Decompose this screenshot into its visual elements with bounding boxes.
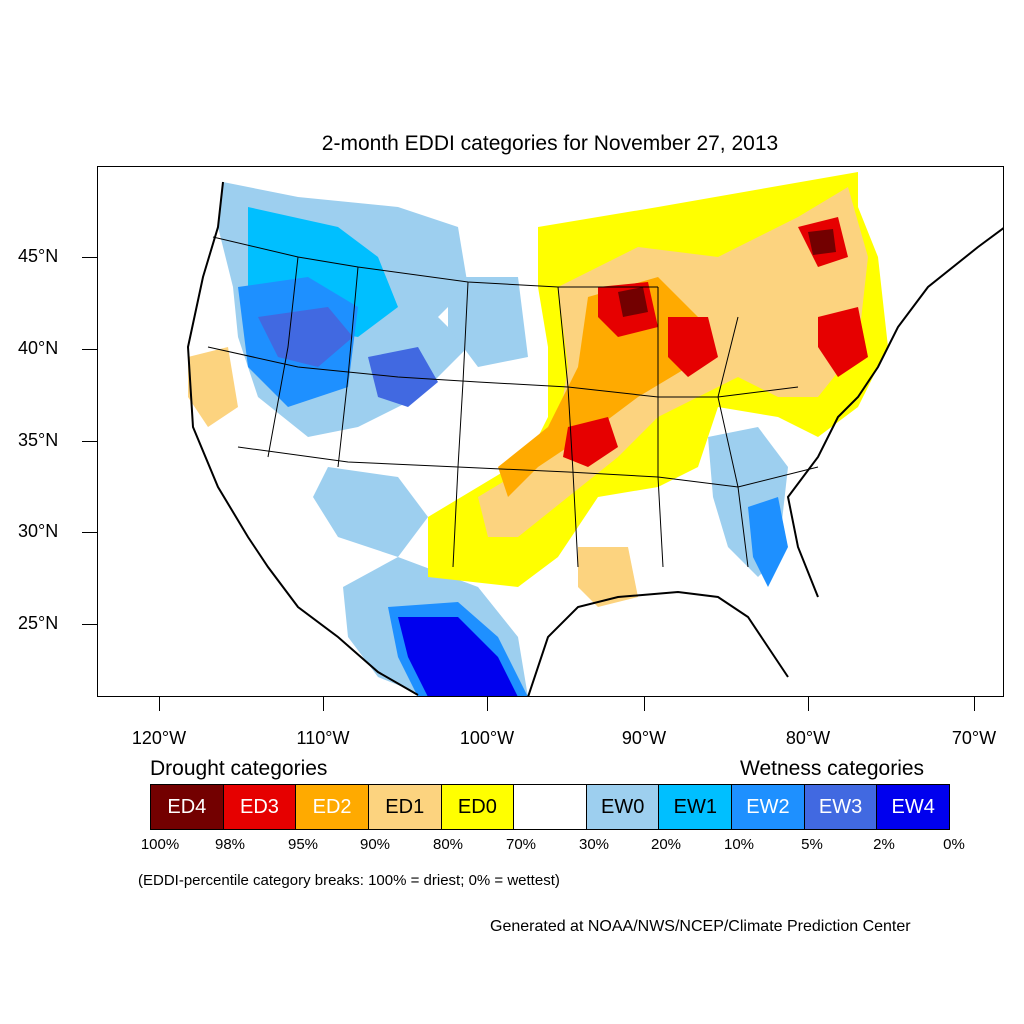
percentile-break: 0% [943,836,965,853]
lat-label-45: 45°N [18,246,59,266]
lat-tick [82,257,97,258]
state-boundaries [207,236,819,568]
percentile-break: 2% [873,836,895,853]
coastlines [186,181,1003,696]
percentile-break: 98% [214,836,246,853]
wetness-categories-heading: Wetness categories [740,757,925,780]
legend-box-ew3: EW3 [804,785,878,829]
legend-box-ed3: ED3 [223,785,297,829]
eddi-map-canvas [186,172,1003,696]
lon-label-100: 100°W [459,728,515,748]
lat-tick [82,624,97,625]
lon-label-80: 80°W [785,728,831,748]
percentile-break: 10% [723,836,755,853]
lon-tick [487,697,488,711]
lon-tick [159,697,160,711]
percentile-break: 30% [578,836,610,853]
lon-label-70: 70°W [951,728,997,748]
percentile-note: (EDDI-percentile category breaks: 100% =… [138,872,560,889]
wetness-regions [218,182,788,696]
lat-label-40: 40°N [18,338,59,358]
legend-box-normal [514,785,587,829]
percentile-break: 5% [801,836,823,853]
percentile-break: 90% [359,836,391,853]
lon-label-90: 90°W [621,728,667,748]
lat-label-30: 30°N [18,521,59,541]
lat-label-35: 35°N [18,430,59,450]
legend-box-ed0: ED0 [441,785,515,829]
map-title: 2-month EDDI categories for November 27,… [321,132,779,155]
legend-box-ew2: EW2 [732,785,805,829]
lon-tick [974,697,975,711]
lon-tick [644,697,645,711]
percentile-break: 20% [650,836,682,853]
lon-label-110: 110°W [296,728,350,748]
legend-box-ew0: EW0 [586,785,660,829]
lat-label-25: 25°N [18,613,59,633]
category-legend: ED4 ED3 ED2 ED1 ED0 EW0 EW1 EW2 EW3 EW4 [150,784,950,830]
lon-tick [808,697,809,711]
lat-tick [82,441,97,442]
legend-box-ed1: ED1 [368,785,442,829]
lon-tick [323,697,324,711]
drought-regions [188,172,888,607]
percentile-break: 100% [140,836,180,853]
drought-categories-heading: Drought categories [150,757,328,780]
credit-text: Generated at NOAA/NWS/NCEP/Climate Predi… [490,918,911,935]
lat-tick [82,349,97,350]
percentile-break: 95% [287,836,319,853]
legend-box-ed4: ED4 [151,785,224,829]
lat-tick [82,532,97,533]
percentile-break: 80% [432,836,464,853]
legend-box-ew1: EW1 [659,785,733,829]
eddi-map[interactable] [97,166,1004,697]
legend-box-ew4: EW4 [877,785,950,829]
legend-box-ed2: ED2 [296,785,369,829]
lon-label-120: 120°W [131,728,187,748]
percentile-break: 70% [505,836,537,853]
